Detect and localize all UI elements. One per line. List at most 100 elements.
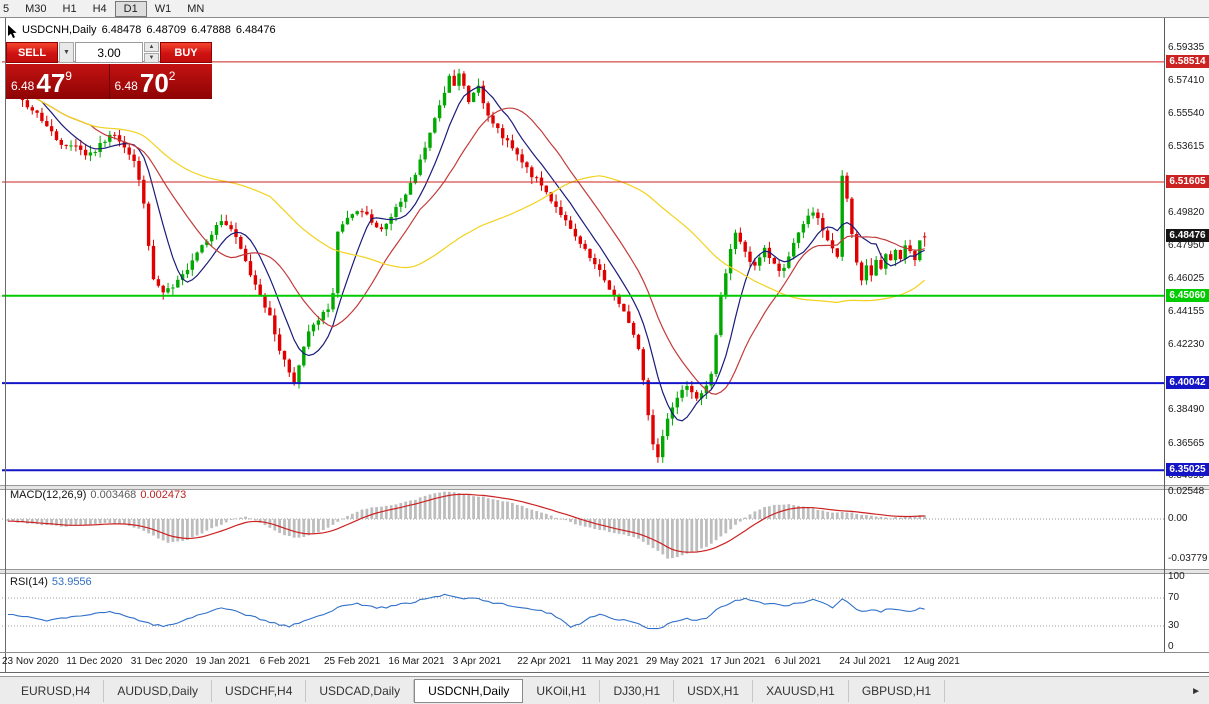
macd-histogram-bar: [89, 519, 92, 525]
chart-ohlc-header: USDCNH,Daily 6.48478 6.48709 6.47888 6.48476: [8, 24, 281, 38]
date-label: 31 Dec 2020: [130, 656, 188, 667]
chart-tab-eurusd[interactable]: EURUSD,H4: [8, 679, 105, 702]
macd-histogram-bar: [176, 519, 180, 542]
chart-tab-usdcad[interactable]: USDCAD,Daily: [306, 679, 415, 702]
candle-body: [559, 207, 563, 215]
candle-body: [777, 263, 781, 271]
macd-pane[interactable]: [0, 490, 1166, 569]
volume-input[interactable]: [75, 42, 143, 63]
macd-histogram-bar: [549, 515, 553, 519]
candle-body: [321, 311, 325, 321]
candle-body: [617, 296, 621, 304]
macd-histogram-bar: [491, 499, 495, 519]
candle-body: [113, 134, 117, 136]
ohlc-low: 6.47888: [191, 24, 231, 36]
mouse-cursor-icon: [8, 25, 17, 38]
price-chart-pane[interactable]: [0, 18, 1166, 485]
candle-body: [709, 373, 713, 386]
chart-tab-dj30[interactable]: DJ30,H1: [600, 679, 675, 702]
candle-body: [680, 389, 684, 398]
macd-histogram-bar: [137, 519, 141, 529]
chart-tab-ukoil[interactable]: UKOil,H1: [523, 679, 601, 702]
timeframe-button-d1[interactable]: D1: [114, 0, 147, 17]
buy-button[interactable]: BUY: [160, 42, 212, 63]
candle-body: [185, 269, 190, 275]
date-label: 23 Nov 2020: [2, 656, 59, 667]
candle-body: [93, 152, 97, 153]
volume-increase-button[interactable]: ▲: [144, 42, 159, 52]
candle-body: [307, 331, 311, 347]
timeframe-button-mn[interactable]: MN: [187, 2, 205, 15]
candle-body: [30, 107, 34, 111]
chart-tab-audusd[interactable]: AUDUSD,Daily: [104, 679, 213, 702]
chart-tab-usdx[interactable]: USDX,H1: [674, 679, 754, 702]
macd-histogram-bar: [792, 505, 796, 519]
price-level-badge: 6.51605: [1166, 175, 1209, 189]
candle-body: [166, 288, 170, 293]
candle-body: [253, 275, 258, 285]
tab-scroll-right-icon[interactable]: ►: [1191, 686, 1201, 697]
macd-histogram-bar: [583, 519, 587, 527]
candle-body: [661, 436, 665, 458]
macd-histogram-bar: [811, 508, 815, 519]
macd-histogram-bar: [258, 519, 262, 523]
macd-histogram-bar: [253, 519, 257, 521]
candle-body: [758, 257, 762, 266]
candle-body: [234, 229, 238, 237]
ask-price-prefix: 6.48: [114, 79, 138, 93]
macd-histogram-bar: [45, 519, 49, 525]
candle-body: [573, 228, 578, 237]
macd-histogram-bar: [292, 519, 296, 538]
rsi-pane[interactable]: [0, 574, 1166, 652]
chart-tab-usdcnh[interactable]: USDCNH,Daily: [414, 678, 524, 703]
macd-histogram-bar: [520, 505, 524, 519]
macd-histogram-bar: [321, 519, 325, 531]
candle-body: [229, 225, 233, 230]
timeframe-toolbar: 5 M30 H1 H4 D1 W1 MN: [0, 0, 1209, 18]
chevron-down-icon[interactable]: ▼: [59, 42, 74, 63]
candle-body: [282, 350, 287, 360]
macd-histogram-bar: [210, 519, 214, 529]
macd-histogram-bar: [705, 519, 708, 547]
macd-histogram-bar: [423, 495, 427, 519]
candle-body: [355, 211, 359, 215]
timeframe-button-m30[interactable]: M30: [25, 2, 47, 15]
chart-tab-xauusd[interactable]: XAUUSD,H1: [753, 679, 849, 702]
ask-price-display[interactable]: 6.48 70 2: [109, 64, 212, 99]
ohlc-close: 6.48476: [235, 24, 276, 36]
timeframe-button-w1[interactable]: W1: [154, 2, 172, 15]
moving-average-line-8: [7, 80, 925, 422]
rsi-line: [8, 593, 925, 630]
timeframe-button-h1[interactable]: H1: [62, 2, 77, 15]
bid-price-display[interactable]: 6.48 47 9: [6, 64, 110, 99]
macd-histogram-bar: [690, 519, 694, 553]
macd-histogram-bar: [748, 514, 752, 519]
macd-histogram-bar: [855, 514, 859, 519]
ask-price-point: 2: [168, 69, 176, 83]
price-tick: 6.47950: [1168, 239, 1205, 251]
volume-decrease-button[interactable]: ▼: [144, 53, 159, 63]
candle-body: [268, 307, 272, 316]
macd-histogram-bar: [714, 519, 718, 541]
candle-body: [316, 320, 321, 325]
candle-body: [365, 211, 369, 215]
candle-body: [695, 392, 699, 399]
chart-tab-usdchf[interactable]: USDCHF,H4: [212, 679, 307, 702]
pane-splitter[interactable]: [0, 569, 1209, 574]
macd-histogram-bar: [806, 507, 810, 519]
macd-histogram-bar: [603, 519, 606, 531]
macd-histogram-bar: [123, 519, 126, 525]
sell-button[interactable]: SELL: [6, 42, 58, 63]
candle-body: [151, 245, 156, 280]
chart-tab-gbpusd[interactable]: GBPUSD,H1: [849, 679, 946, 702]
candle-body: [122, 141, 127, 148]
macd-histogram-bar: [903, 516, 907, 519]
pane-splitter[interactable]: [0, 485, 1209, 490]
candle-body: [142, 179, 146, 204]
timeframe-button-5[interactable]: 5: [3, 2, 10, 15]
candle-body: [738, 232, 742, 242]
macd-histogram-bar: [234, 518, 238, 520]
macd-histogram-bar: [452, 492, 456, 519]
timeframe-button-h4[interactable]: H4: [92, 2, 107, 15]
macd-histogram-bar: [215, 519, 218, 527]
